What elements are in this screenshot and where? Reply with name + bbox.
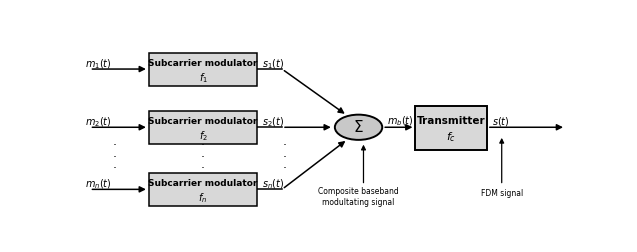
Text: Composite baseband
modultating signal: Composite baseband modultating signal (318, 187, 399, 207)
Text: $s_n(t)$: $s_n(t)$ (262, 178, 285, 191)
Text: $\Sigma$: $\Sigma$ (354, 119, 364, 135)
Text: ·: · (112, 163, 116, 175)
FancyBboxPatch shape (415, 106, 487, 150)
Text: ·: · (201, 139, 205, 152)
FancyBboxPatch shape (149, 111, 257, 144)
Text: $m_2(t)$: $m_2(t)$ (85, 116, 111, 129)
Text: $f_n$: $f_n$ (198, 191, 208, 205)
Text: Subcarrier modulator: Subcarrier modulator (148, 117, 258, 126)
Text: ·: · (282, 151, 287, 164)
Text: ·: · (282, 139, 287, 152)
Text: $s_1(t)$: $s_1(t)$ (262, 57, 285, 71)
Text: FDM signal: FDM signal (480, 189, 523, 198)
Text: Transmitter: Transmitter (417, 116, 485, 126)
Text: $m_n(t)$: $m_n(t)$ (85, 178, 111, 191)
Text: ·: · (282, 163, 287, 175)
Text: ·: · (201, 163, 205, 175)
Text: Subcarrier modulator: Subcarrier modulator (148, 59, 258, 68)
Text: ·: · (112, 151, 116, 164)
Text: ·: · (201, 151, 205, 164)
FancyBboxPatch shape (149, 53, 257, 85)
Text: $f_c$: $f_c$ (446, 131, 456, 144)
Text: $s_2(t)$: $s_2(t)$ (262, 116, 285, 129)
Ellipse shape (335, 115, 382, 140)
Text: $m_1(t)$: $m_1(t)$ (85, 57, 111, 71)
Text: ·: · (112, 139, 116, 152)
FancyBboxPatch shape (149, 173, 257, 206)
Text: $m_b(t)$: $m_b(t)$ (387, 115, 414, 128)
Text: $s(t)$: $s(t)$ (492, 115, 510, 128)
Text: Subcarrier modulator: Subcarrier modulator (148, 179, 258, 188)
Text: $f_1$: $f_1$ (199, 71, 208, 85)
Text: $f_2$: $f_2$ (199, 129, 208, 143)
